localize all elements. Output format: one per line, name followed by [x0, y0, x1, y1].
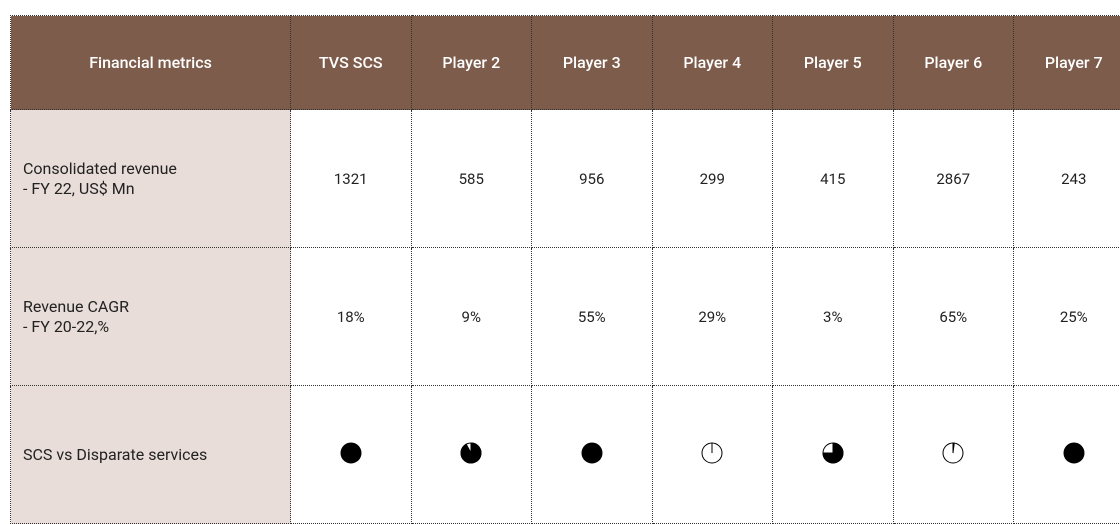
harvey-ball — [700, 441, 724, 465]
header-cell: Player 3 — [532, 16, 653, 110]
harvey-fill — [341, 443, 361, 463]
harvey-cell — [532, 386, 653, 524]
table-row: Revenue CAGR- FY 20-22,%18%9%55%29%3%65%… — [11, 248, 1120, 386]
harvey-fill — [1064, 443, 1084, 463]
row-label-line: SCS vs Disparate services — [23, 445, 289, 465]
header-cell: Player 7 — [1014, 16, 1120, 110]
value-cell: 956 — [532, 110, 653, 248]
value-cell: 25% — [1014, 248, 1120, 386]
header-cell: TVS SCS — [291, 16, 412, 110]
row-label-line: Consolidated revenue — [23, 159, 289, 179]
value-cell: 243 — [1014, 110, 1120, 248]
value-cell: 1321 — [291, 110, 412, 248]
row-label: SCS vs Disparate services — [11, 386, 291, 524]
value-cell: 9% — [411, 248, 532, 386]
value-cell: 29% — [652, 248, 773, 386]
row-label-line: - FY 20-22,% — [23, 317, 289, 337]
value-cell: 585 — [411, 110, 532, 248]
header-cell: Player 2 — [411, 16, 532, 110]
value-cell: 2867 — [893, 110, 1014, 248]
header-cell: Financial metrics — [11, 16, 291, 110]
header-cell: Player 6 — [893, 16, 1014, 110]
harvey-ball — [459, 441, 483, 465]
value-cell: 18% — [291, 248, 412, 386]
row-label-line: Revenue CAGR — [23, 297, 289, 317]
harvey-ball — [339, 441, 363, 465]
table-row: SCS vs Disparate services — [11, 386, 1120, 524]
row-label: Consolidated revenue- FY 22, US$ Mn — [11, 110, 291, 248]
harvey-cell — [773, 386, 894, 524]
value-cell: 299 — [652, 110, 773, 248]
harvey-ball — [1062, 441, 1086, 465]
harvey-cell — [652, 386, 773, 524]
harvey-cell — [893, 386, 1014, 524]
row-label: Revenue CAGR- FY 20-22,% — [11, 248, 291, 386]
harvey-fill — [461, 443, 481, 463]
row-label-line: - FY 22, US$ Mn — [23, 179, 289, 199]
harvey-ball — [580, 441, 604, 465]
harvey-cell — [291, 386, 412, 524]
harvey-ball — [821, 441, 845, 465]
value-cell: 65% — [893, 248, 1014, 386]
header-cell: Player 5 — [773, 16, 894, 110]
harvey-ball — [941, 441, 965, 465]
harvey-cell — [411, 386, 532, 524]
value-cell: 55% — [532, 248, 653, 386]
header-cell: Player 4 — [652, 16, 773, 110]
harvey-cell — [1014, 386, 1120, 524]
harvey-fill — [582, 443, 602, 463]
value-cell: 3% — [773, 248, 894, 386]
value-cell: 415 — [773, 110, 894, 248]
